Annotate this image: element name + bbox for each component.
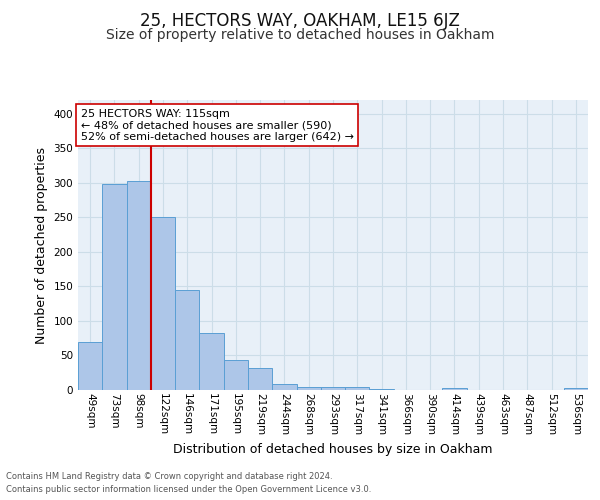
Bar: [151, 218, 175, 390]
Text: Contains HM Land Registry data © Crown copyright and database right 2024.: Contains HM Land Registry data © Crown c…: [6, 472, 332, 481]
Bar: [102, 184, 127, 390]
Bar: [224, 360, 248, 390]
Text: Contains public sector information licensed under the Open Government Licence v3: Contains public sector information licen…: [6, 485, 371, 494]
Bar: [296, 386, 321, 390]
Bar: [345, 386, 370, 390]
Bar: [248, 368, 272, 390]
Bar: [272, 384, 296, 390]
Bar: [175, 290, 199, 390]
Text: 25 HECTORS WAY: 115sqm
← 48% of detached houses are smaller (590)
52% of semi-de: 25 HECTORS WAY: 115sqm ← 48% of detached…: [80, 108, 353, 142]
Y-axis label: Number of detached properties: Number of detached properties: [35, 146, 48, 344]
Bar: [199, 334, 224, 390]
Bar: [127, 181, 151, 390]
Bar: [370, 388, 394, 390]
Text: Size of property relative to detached houses in Oakham: Size of property relative to detached ho…: [106, 28, 494, 42]
Bar: [321, 386, 345, 390]
X-axis label: Distribution of detached houses by size in Oakham: Distribution of detached houses by size …: [173, 443, 493, 456]
Bar: [564, 388, 588, 390]
Bar: [442, 388, 467, 390]
Bar: [78, 342, 102, 390]
Text: 25, HECTORS WAY, OAKHAM, LE15 6JZ: 25, HECTORS WAY, OAKHAM, LE15 6JZ: [140, 12, 460, 30]
